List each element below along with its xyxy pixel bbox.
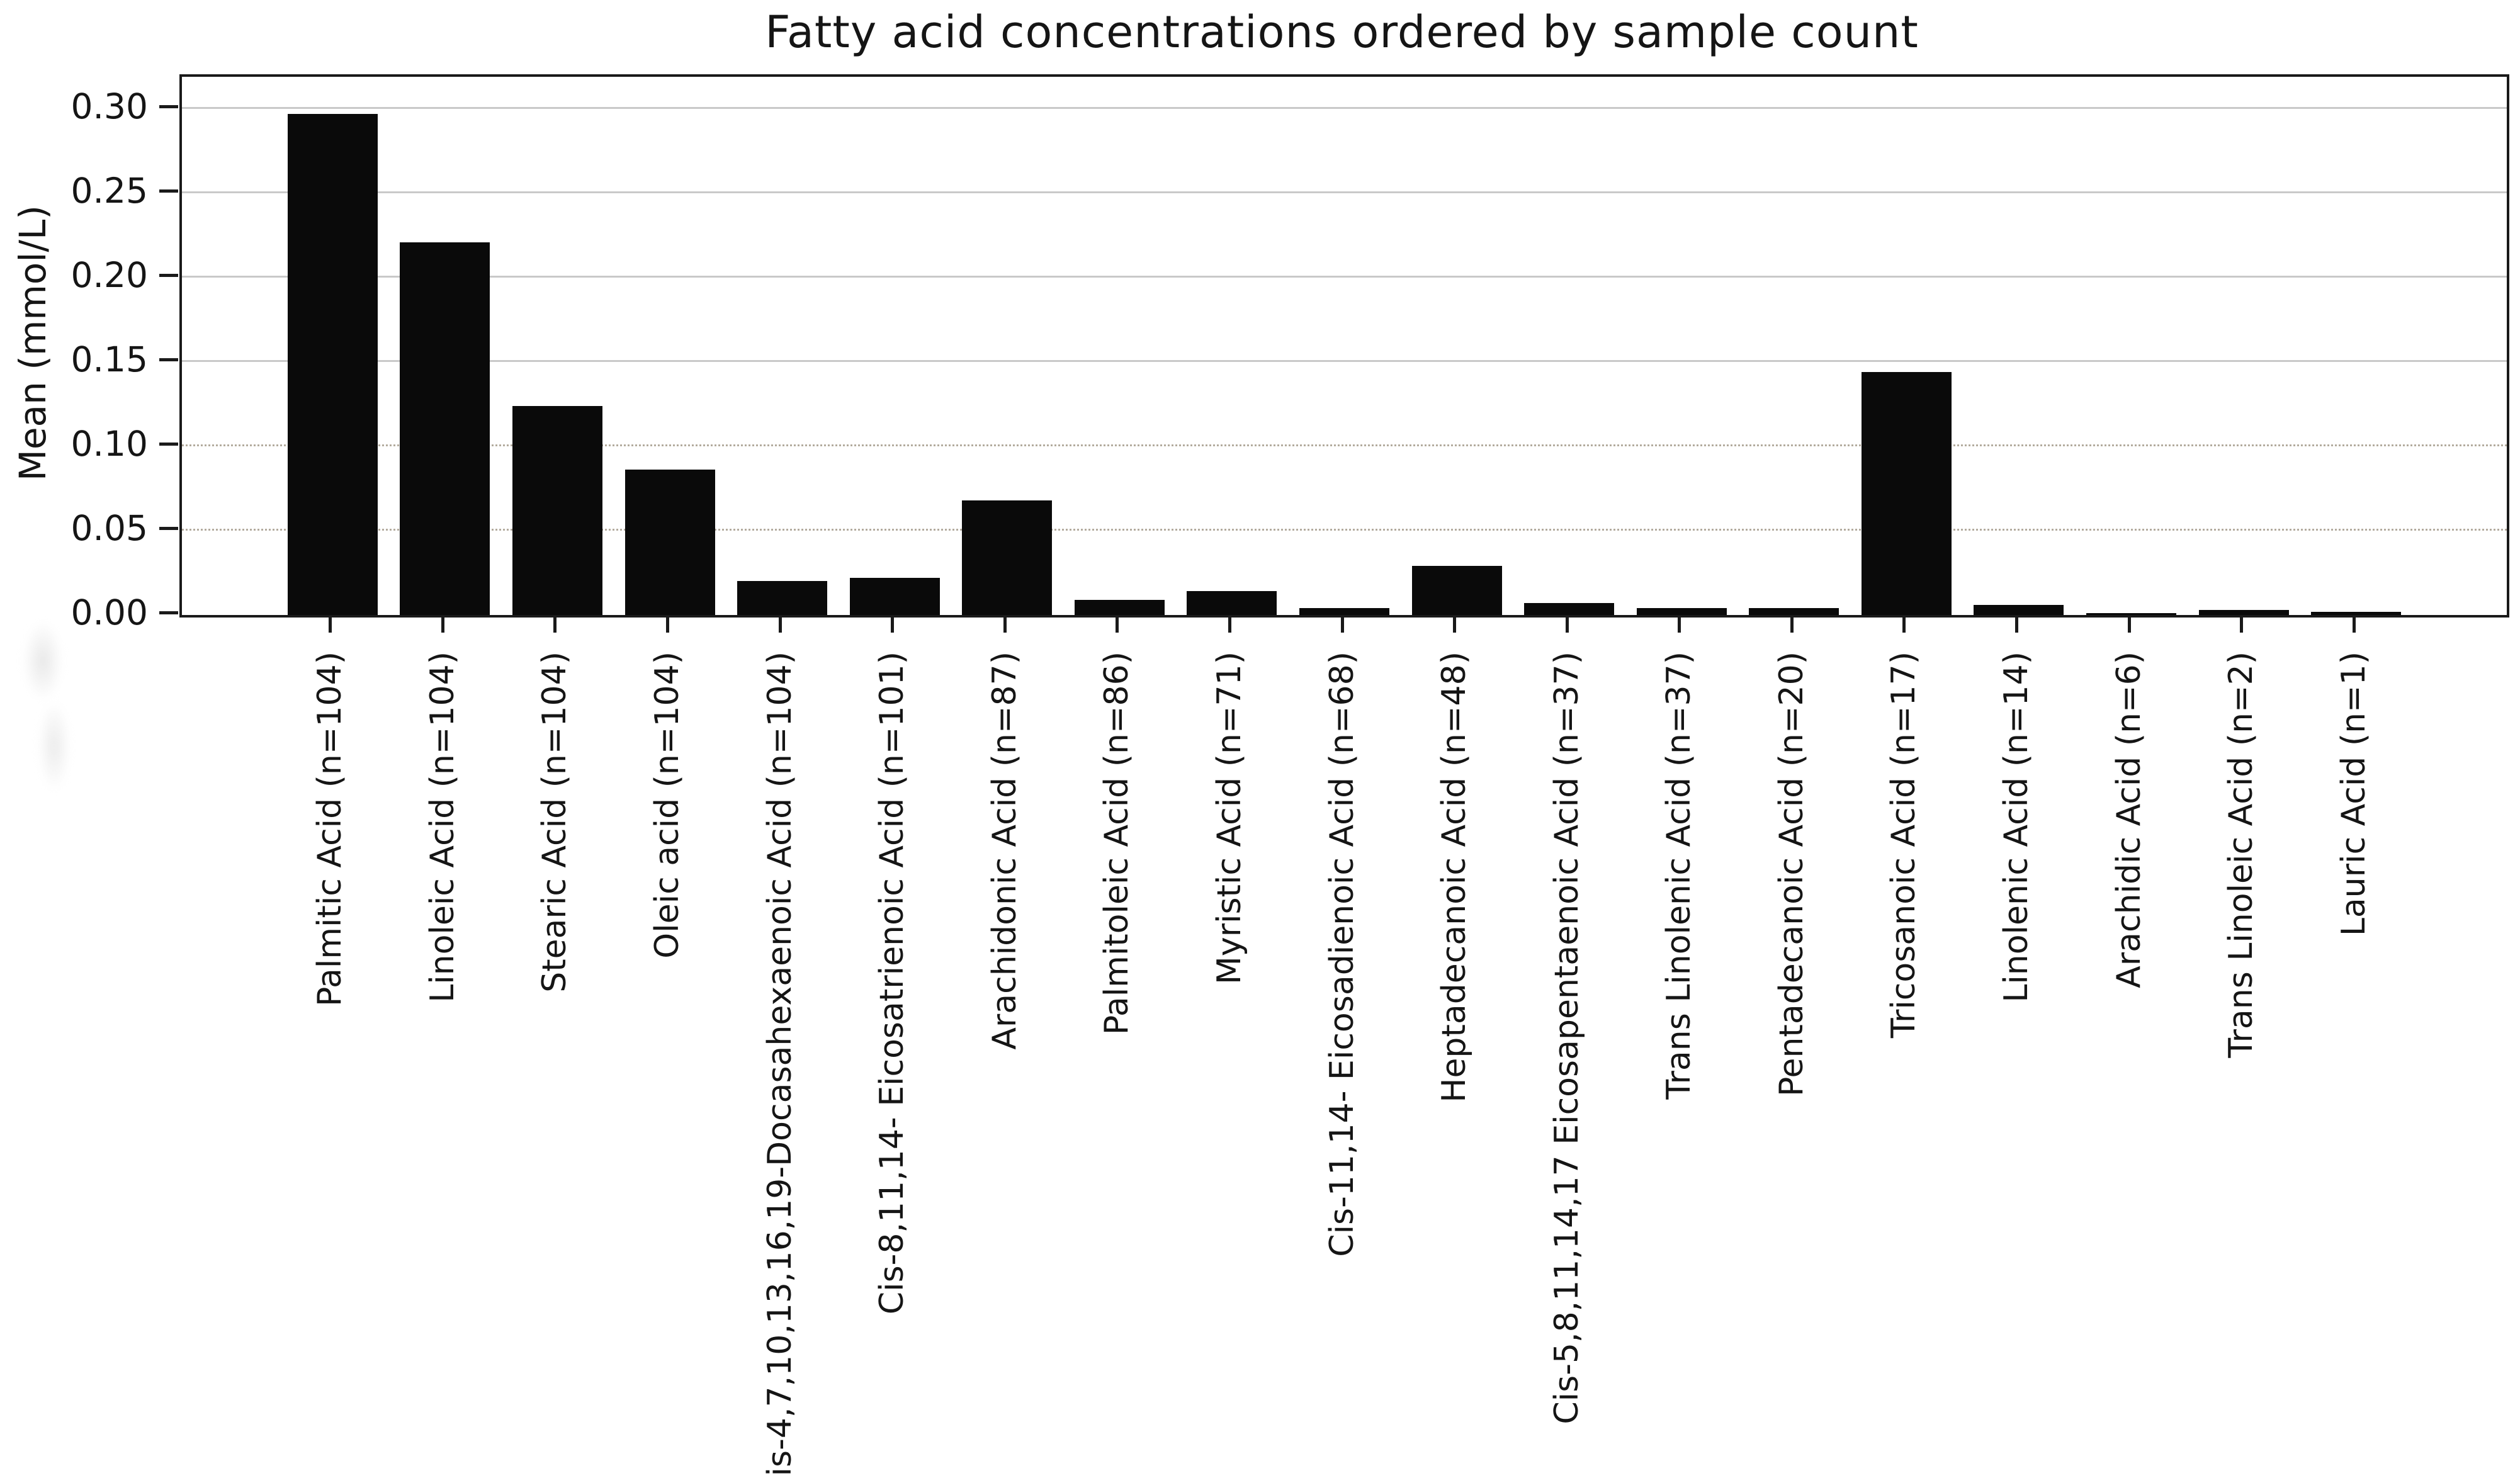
bar [2086,613,2176,615]
gridline [182,360,2507,362]
x-tick-label: Myristic Acid (n=71) [1211,652,1248,985]
bar [512,406,602,615]
y-tick-mark [159,527,178,530]
x-tick-mark [2128,615,2131,633]
y-tick-mark [159,443,178,446]
bar [288,114,378,615]
gridline [182,444,2507,446]
x-tick-label: Lauric Acid (n=1) [2335,652,2373,937]
bar [1974,605,2064,615]
bar [1187,591,1277,615]
y-tick-label: 0.20 [71,255,148,295]
x-tick-label: Arachidonic Acid (n=87) [986,652,1024,1050]
y-tick-label: 0.30 [71,86,148,127]
plot-area [179,74,2509,618]
bar [962,500,1052,615]
y-tick-mark [159,189,178,193]
x-tick-label: Cis-11,14- Eicosadienoic Acid (n=68) [1323,652,1361,1257]
x-tick-mark [891,615,894,633]
gridline [182,107,2507,109]
x-tick-mark [553,615,557,633]
bar [1749,608,1839,615]
y-tick-label: 0.25 [71,171,148,211]
x-tick-mark [441,615,444,633]
x-tick-mark [2353,615,2356,633]
y-tick-label: 0.00 [71,592,148,633]
x-tick-label: Palmitoleic Acid (n=86) [1098,652,1136,1035]
x-tick-mark [1116,615,1119,633]
y-tick-label: 0.15 [71,339,148,380]
x-tick-label: Oleic acid (n=104) [648,652,686,959]
x-tick-mark [1453,615,1456,633]
y-tick-mark [159,358,178,361]
x-tick-mark [1341,615,1344,633]
watermark-smudge [9,614,84,803]
bar [1862,372,1952,615]
x-tick-mark [666,615,669,633]
x-tick-mark [1566,615,1569,633]
x-tick-label: Heptadecanoic Acid (n=48) [1435,652,1473,1103]
bar [1075,600,1165,615]
y-tick-label: 0.05 [71,508,148,548]
x-tick-label: Linolenic Acid (n=14) [1997,652,2035,1003]
bar [2311,612,2401,615]
x-tick-mark [2015,615,2018,633]
y-tick-mark [159,611,178,614]
gridline [182,529,2507,531]
y-tick-mark [159,105,178,108]
x-tick-mark [1678,615,1681,633]
bar [1299,608,1389,615]
x-tick-mark [329,615,332,633]
x-tick-mark [1902,615,1906,633]
x-tick-label: Cis-8,11,14- Eicosatrienoic Acid (n=101) [873,652,911,1315]
y-tick-mark [159,274,178,277]
gridline [182,276,2507,278]
bar [737,581,827,615]
bar [400,242,490,615]
chart-title: Fatty acid concentrations ordered by sam… [765,6,1919,58]
x-tick-label: Trans Linoleic Acid (n=2) [2222,652,2260,1058]
x-tick-label: Palmitic Acid (n=104) [311,652,349,1007]
x-tick-label: Tricosanoic Acid (n=17) [1885,652,1923,1039]
x-tick-mark [1228,615,1231,633]
x-tick-label: Stearic Acid (n=104) [536,652,573,993]
x-tick-label: Linoleic Acid (n=104) [424,652,461,1003]
x-tick-mark [1790,615,1794,633]
gridline [182,191,2507,193]
bar [1412,566,1502,615]
x-tick-label: Arachidic Acid (n=6) [2110,652,2148,988]
bar [2199,610,2289,615]
bar [850,578,940,615]
bar [625,470,715,615]
x-tick-mark [779,615,782,633]
x-tick-label: Cis-4,7,10,13,16,19-Docasahexaenoic Acid… [761,652,799,1478]
bar [1524,603,1614,615]
bar [1637,608,1727,615]
x-tick-mark [2240,615,2243,633]
x-tick-label: Cis-5,8,11,14,17 Eicosapentaenoic Acid (… [1548,652,1586,1424]
y-tick-label: 0.10 [71,424,148,464]
x-tick-label: Trans Linolenic Acid (n=37) [1660,652,1698,1100]
x-tick-mark [1003,615,1007,633]
x-tick-label: Pentadecanoic Acid (n=20) [1773,652,1811,1097]
